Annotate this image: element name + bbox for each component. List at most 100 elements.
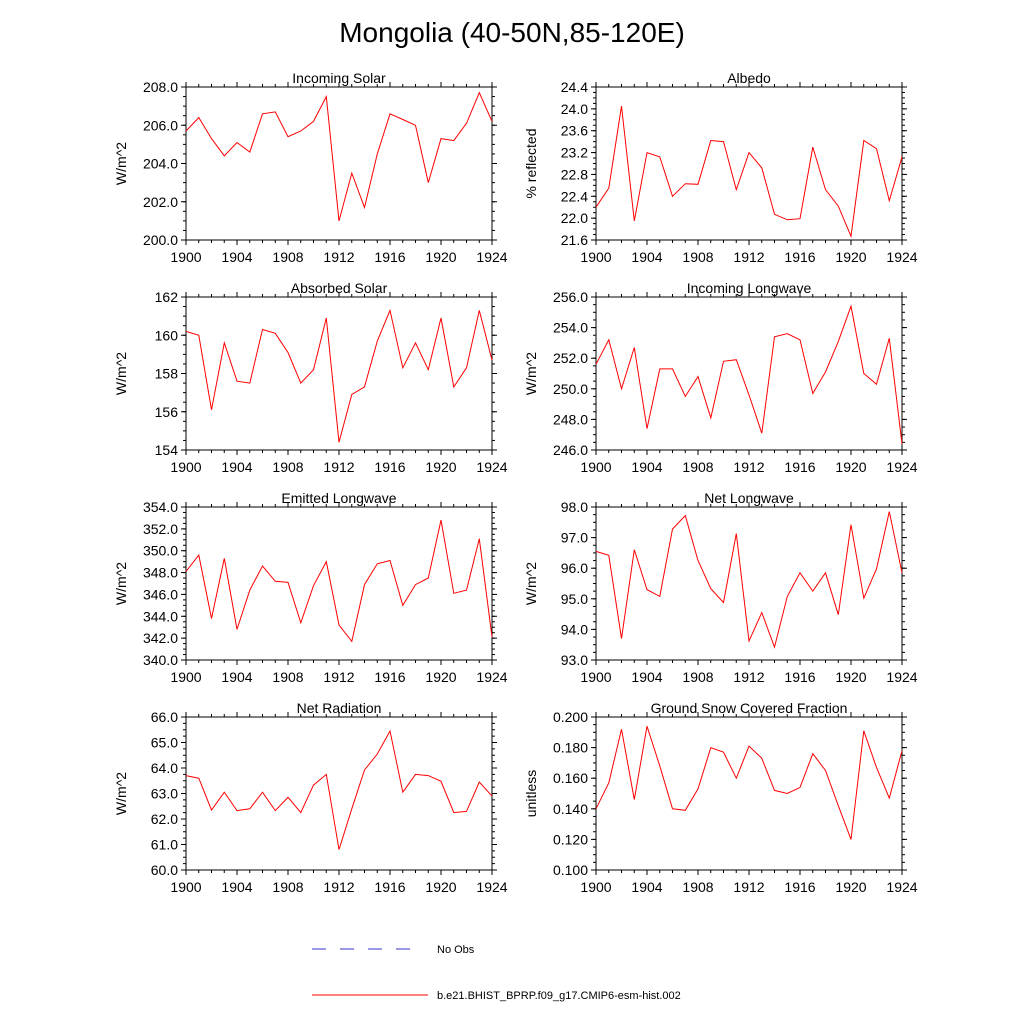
x-tick-label: 1920 — [835, 669, 866, 685]
x-tick-label: 1912 — [733, 669, 764, 685]
y-axis-label: W/m^2 — [113, 352, 129, 395]
x-tick-label: 1904 — [221, 669, 252, 685]
y-tick-label: 346.0 — [143, 586, 178, 602]
series-line — [185, 729, 493, 850]
x-tick-label: 1908 — [272, 879, 303, 895]
plot-frame — [595, 296, 903, 451]
y-tick-label: 24.4 — [561, 79, 588, 95]
x-tick-label: 1912 — [323, 459, 354, 475]
y-axis-label: W/m^2 — [113, 142, 129, 185]
x-tick-label: 1908 — [272, 459, 303, 475]
y-tick-label: 0.120 — [553, 831, 588, 847]
y-tick-label: 204.0 — [143, 156, 178, 172]
series-line — [595, 726, 903, 840]
y-tick-label: 98.0 — [561, 499, 588, 515]
y-axis-label: W/m^2 — [523, 562, 539, 605]
chart-panel: Emitted Longwave 340.0 342.0 344.0 346.0 348.… — [113, 490, 508, 685]
panel-title: Emitted Longwave — [281, 490, 396, 506]
series-line — [595, 511, 903, 649]
y-tick-label: 64.0 — [151, 760, 178, 776]
x-tick-label: 1916 — [374, 249, 405, 265]
y-tick-label: 206.0 — [143, 117, 178, 133]
panel-title: Incoming Longwave — [687, 280, 812, 296]
x-tick-label: 1900 — [580, 249, 611, 265]
x-tick-label: 1908 — [272, 249, 303, 265]
x-tick-label: 1908 — [682, 249, 713, 265]
y-tick-label: 248.0 — [553, 411, 588, 427]
x-tick-label: 1916 — [374, 879, 405, 895]
y-axis-label: W/m^2 — [113, 772, 129, 815]
y-tick-label: 21.6 — [561, 232, 588, 248]
y-tick-label: 160 — [155, 327, 179, 343]
x-tick-label: 1900 — [170, 459, 201, 475]
x-tick-label: 1900 — [170, 879, 201, 895]
x-tick-label: 1924 — [886, 459, 917, 475]
y-tick-label: 354.0 — [143, 499, 178, 515]
y-tick-label: 22.0 — [561, 210, 588, 226]
x-tick-label: 1908 — [682, 669, 713, 685]
x-tick-label: 1916 — [784, 879, 815, 895]
x-tick-label: 1916 — [374, 459, 405, 475]
x-tick-label: 1916 — [374, 669, 405, 685]
chart-panel: Ground Snow Covered Fraction 0.100 0.120 0.… — [523, 700, 918, 895]
x-tick-label: 1920 — [835, 249, 866, 265]
plot-frame — [185, 506, 493, 661]
y-tick-label: 60.0 — [151, 862, 178, 878]
series-line — [595, 106, 903, 239]
y-tick-label: 154 — [155, 442, 179, 458]
panel-grid: Incoming Solar 200.0 202.0 204.0 206.0 208.0 1… — [113, 70, 918, 895]
x-tick-label: 1912 — [733, 249, 764, 265]
y-tick-label: 22.8 — [561, 166, 588, 182]
y-tick-label: 342.0 — [143, 630, 178, 646]
y-tick-label: 254.0 — [553, 320, 588, 336]
x-tick-label: 1916 — [784, 669, 815, 685]
y-tick-label: 344.0 — [143, 608, 178, 624]
x-tick-label: 1924 — [476, 249, 507, 265]
chart-panel: Absorbed Solar 154 156 158 160 162 1900 1904 190… — [113, 280, 508, 475]
chart-panel: Albedo 21.6 22.0 22.4 22.8 23.2 23.6 24.0 24.4 19… — [523, 70, 918, 265]
y-tick-label: 93.0 — [561, 652, 588, 668]
y-tick-label: 156 — [155, 404, 179, 420]
y-tick-label: 246.0 — [553, 442, 588, 458]
x-tick-label: 1916 — [784, 459, 815, 475]
chart-panel: Net Radiation 60.0 61.0 62.0 63.0 64.0 65.0 66.… — [113, 700, 508, 895]
series-line — [595, 304, 903, 444]
series-line — [185, 308, 493, 443]
x-tick-label: 1920 — [835, 459, 866, 475]
y-tick-label: 63.0 — [151, 786, 178, 802]
panel-title: Incoming Solar — [292, 70, 386, 86]
plot-frame — [595, 86, 903, 241]
x-tick-label: 1920 — [835, 879, 866, 895]
y-tick-label: 62.0 — [151, 811, 178, 827]
y-tick-label: 22.4 — [561, 188, 588, 204]
y-tick-label: 65.0 — [151, 735, 178, 751]
x-tick-label: 1924 — [476, 669, 507, 685]
y-tick-label: 158 — [155, 366, 179, 382]
y-axis-label: W/m^2 — [523, 352, 539, 395]
x-tick-label: 1908 — [682, 459, 713, 475]
y-tick-label: 0.160 — [553, 770, 588, 786]
x-tick-label: 1900 — [580, 669, 611, 685]
x-tick-label: 1900 — [580, 879, 611, 895]
y-tick-label: 0.200 — [553, 709, 588, 725]
y-tick-label: 252.0 — [553, 350, 588, 366]
series-line — [185, 91, 493, 222]
x-tick-label: 1916 — [784, 249, 815, 265]
x-tick-label: 1924 — [886, 879, 917, 895]
x-tick-label: 1904 — [631, 249, 662, 265]
legend: No Obs b.e21.BHIST_BPRP.f09_g17.CMIP6-es… — [312, 944, 681, 1002]
y-tick-label: 66.0 — [151, 709, 178, 725]
chart-panel: Incoming Longwave 246.0 248.0 250.0 252.0 254… — [523, 280, 918, 475]
y-tick-label: 200.0 — [143, 232, 178, 248]
y-tick-label: 94.0 — [561, 621, 588, 637]
y-tick-label: 348.0 — [143, 565, 178, 581]
x-tick-label: 1908 — [682, 879, 713, 895]
y-tick-label: 0.100 — [553, 862, 588, 878]
panel-title: Net Longwave — [704, 490, 794, 506]
x-tick-label: 1924 — [886, 249, 917, 265]
y-tick-label: 256.0 — [553, 289, 588, 305]
y-tick-label: 24.0 — [561, 101, 588, 117]
panel-title: Absorbed Solar — [291, 280, 388, 296]
x-tick-label: 1912 — [323, 879, 354, 895]
x-tick-label: 1924 — [476, 459, 507, 475]
